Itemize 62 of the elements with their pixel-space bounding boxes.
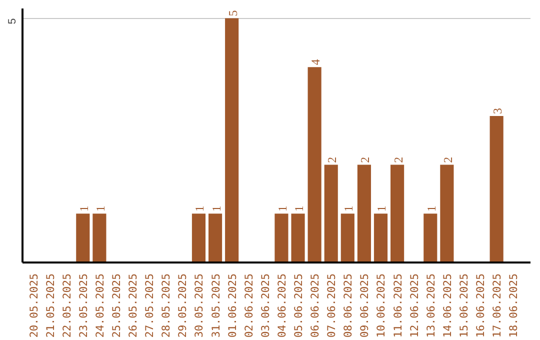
bar <box>76 214 90 262</box>
bar <box>208 214 222 262</box>
x-tick-label: 30.05.2025 <box>192 274 206 338</box>
bar <box>390 164 404 262</box>
x-tick-label: 08.06.2025 <box>342 274 355 338</box>
x-tick-label: 17.06.2025 <box>490 274 504 338</box>
data-label: 1 <box>275 206 290 212</box>
data-label: 1 <box>76 206 91 212</box>
bar <box>291 214 305 262</box>
x-tick-label: 11.06.2025 <box>391 274 404 338</box>
x-tick-label: 31.05.2025 <box>209 274 222 338</box>
data-label: 5 <box>226 10 240 16</box>
bar <box>308 67 322 262</box>
x-tick-label: 13.06.2025 <box>424 274 438 338</box>
bar <box>357 164 371 262</box>
x-tick-label: 21.05.2025 <box>44 274 57 338</box>
bar <box>490 116 504 262</box>
bar <box>440 164 454 262</box>
data-label: 1 <box>209 206 224 212</box>
bar <box>225 18 239 262</box>
x-tick-label: 23.05.2025 <box>76 274 90 338</box>
data-label: 1 <box>93 206 108 212</box>
x-tick-label: 14.06.2025 <box>440 274 454 338</box>
bar <box>340 214 354 262</box>
x-tick-label: 12.06.2025 <box>408 274 421 338</box>
data-label: 2 <box>325 156 340 163</box>
bar <box>92 214 106 262</box>
x-tick-label: 16.06.2025 <box>474 274 488 338</box>
x-tick-label: 27.05.2025 <box>143 274 156 338</box>
data-label: 2 <box>358 156 372 163</box>
x-tick-label: 29.05.2025 <box>176 274 190 338</box>
data-label: 4 <box>308 59 323 66</box>
x-tick-label: 20.05.2025 <box>27 274 40 338</box>
x-tick-label: 15.06.2025 <box>457 274 470 338</box>
x-tick-label: 09.06.2025 <box>358 274 372 338</box>
data-label: 2 <box>391 156 406 163</box>
bar <box>192 214 206 262</box>
data-label: 2 <box>440 156 455 163</box>
data-label: 3 <box>490 108 505 114</box>
data-label: 1 <box>192 206 207 212</box>
x-tick-label: 26.05.2025 <box>126 274 140 338</box>
bar <box>424 214 438 262</box>
data-label: 1 <box>374 206 389 212</box>
x-tick-label: 04.06.2025 <box>275 274 288 338</box>
x-tick-label: 22.05.2025 <box>60 274 74 338</box>
x-tick-label: 24.05.2025 <box>93 274 106 338</box>
x-tick-label: 25.05.2025 <box>110 274 123 338</box>
x-tick-label: 01.06.2025 <box>226 274 239 338</box>
bar <box>324 164 338 262</box>
data-label: 1 <box>424 206 438 212</box>
x-tick-label: 02.06.2025 <box>242 274 256 338</box>
bar <box>274 214 288 262</box>
x-tick-label: 18.06.2025 <box>507 274 520 338</box>
data-label: 1 <box>292 206 306 212</box>
bar <box>374 214 388 262</box>
x-tick-label: 06.06.2025 <box>308 274 322 338</box>
x-tick-label: 28.05.2025 <box>160 274 173 338</box>
data-label: 1 <box>342 206 356 212</box>
x-tick-label: 10.06.2025 <box>374 274 388 338</box>
x-tick-label: 03.06.2025 <box>258 274 272 338</box>
x-tick-label: 05.06.2025 <box>292 274 306 338</box>
x-tick-label: 07.06.2025 <box>325 274 338 338</box>
